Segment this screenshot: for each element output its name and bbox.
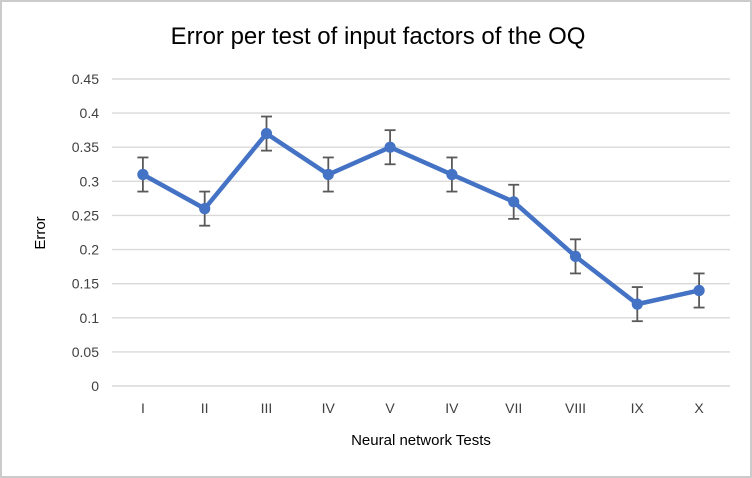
x-tick-label: III (261, 400, 273, 416)
y-tick-label: 0.05 (72, 344, 99, 360)
data-point (446, 168, 458, 181)
y-tick-label: 0.15 (72, 276, 99, 292)
y-tick-label: 0.4 (80, 105, 100, 121)
series-line (140, 131, 702, 307)
x-tick-label: X (694, 400, 704, 416)
y-tick-label: 0.25 (72, 207, 99, 223)
y-tick-label: 0.2 (80, 242, 100, 258)
data-point (260, 127, 273, 140)
data-point (569, 250, 582, 262)
x-tick-labels: I II III IV V IV VII VIII IX X (141, 400, 704, 416)
data-point (384, 141, 396, 153)
series-polyline (140, 131, 702, 307)
y-tick-label: 0 (91, 378, 99, 394)
x-tick-label: I (141, 400, 145, 416)
y-tick-label: 0.45 (72, 71, 99, 87)
x-tick-label: IV (445, 400, 459, 416)
y-tick-label: 0.35 (72, 139, 99, 155)
y-tick-label: 0.3 (80, 173, 100, 189)
x-tick-label: IV (322, 400, 336, 416)
y-tick-labels: 0 0.05 0.1 0.15 0.2 0.25 0.3 0.35 0.4 0.45 (72, 71, 99, 394)
data-point (199, 203, 211, 215)
x-tick-label: II (201, 400, 209, 416)
data-point (137, 168, 149, 181)
series-markers (137, 127, 705, 310)
x-tick-label: IX (631, 400, 645, 416)
x-tick-label: VII (505, 400, 522, 416)
x-axis-title: Neural network Tests (351, 432, 491, 449)
data-point (693, 284, 705, 297)
x-tick-label: V (385, 400, 395, 416)
data-point (631, 298, 643, 310)
y-axis-title: Error (32, 216, 49, 249)
y-tick-label: 0.1 (80, 310, 100, 326)
chart-title: Error per test of input factors of the O… (171, 23, 586, 50)
x-tick-label: VIII (565, 400, 586, 416)
data-point (322, 168, 334, 181)
gridlines (112, 78, 730, 387)
data-point (508, 196, 520, 208)
